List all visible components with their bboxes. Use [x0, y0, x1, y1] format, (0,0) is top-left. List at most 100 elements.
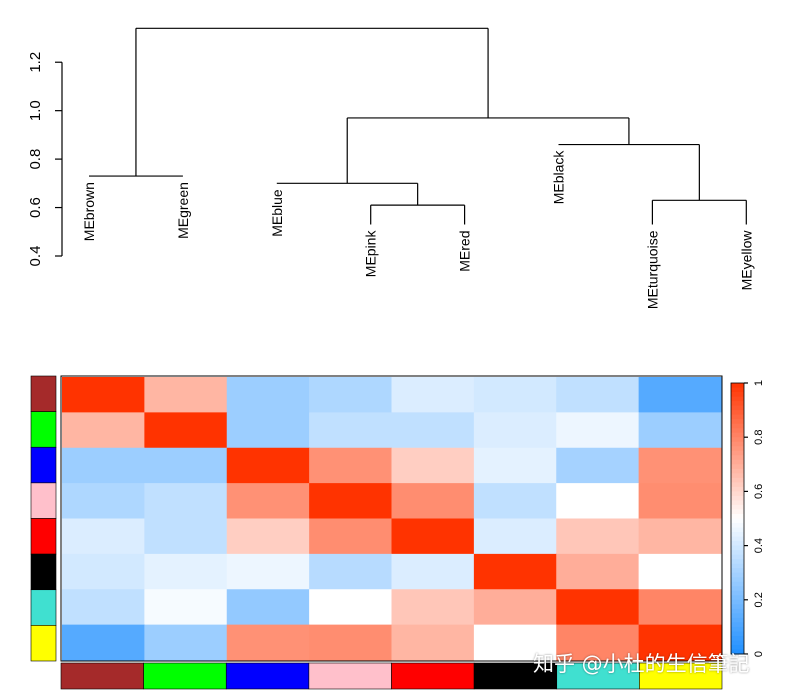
- colorbar-tick-label: 1: [753, 380, 765, 386]
- colorbar-segment: [731, 455, 744, 461]
- heatmap-cell: [309, 518, 392, 555]
- colorbar-segment: [731, 464, 744, 470]
- dendrogram-leaf-label: MEbrown: [81, 182, 97, 241]
- dendrogram-leaf-labels: MEbrown MEgreen MEblue MEpink MEred MEblack ME…: [81, 150, 754, 310]
- y-axis-tick-label: 1.2: [27, 52, 44, 73]
- heatmap-cell: [144, 377, 228, 413]
- heatmap-cell: [62, 447, 145, 484]
- heatmap-cell: [473, 589, 557, 626]
- colorbar-segment: [731, 617, 744, 623]
- heatmap-cell: [309, 412, 392, 449]
- colorbar-segment: [731, 473, 744, 479]
- dendrogram-tree: [89, 27, 747, 225]
- colorbar-tick-label: 0.2: [753, 592, 765, 607]
- colorbar-segment: [731, 450, 744, 456]
- colorbar-segment: [731, 401, 744, 407]
- colorbar-segment: [731, 590, 744, 596]
- dendrogram-y-axis: 0.4 0.6 0.8 1.0 1.2: [27, 52, 63, 267]
- colorbar-segment: [731, 649, 744, 655]
- heatmap-cell: [638, 518, 722, 555]
- colorbar-segment: [731, 446, 744, 452]
- colorbar-segment: [731, 559, 744, 565]
- colorbar-segment: [731, 432, 744, 438]
- colorbar-segment: [731, 482, 744, 488]
- heatmap-row-color-bar: [30, 375, 57, 662]
- heatmap-cell: [473, 553, 557, 590]
- dendrogram-leaf-label: MEyellow: [738, 230, 754, 291]
- heatmap-cell: [638, 589, 722, 626]
- column-color-swatch: [473, 662, 558, 690]
- heatmap-cell: [144, 589, 228, 626]
- y-axis-tick-label: 0.6: [27, 197, 44, 218]
- colorbar-segment: [731, 419, 744, 425]
- heatmap-cell: [556, 377, 640, 413]
- colorbar-segment: [731, 405, 744, 411]
- row-color-swatch: [30, 482, 57, 519]
- column-color-swatch: [225, 662, 310, 690]
- heatmap-cell: [391, 377, 475, 413]
- heatmap-cell: [144, 412, 228, 449]
- heatmap-cell: [638, 412, 722, 449]
- colorbar-segment: [731, 396, 744, 402]
- heatmap-cell: [556, 483, 640, 519]
- heatmap-cell: [62, 589, 145, 626]
- colorbar-segment: [731, 545, 744, 551]
- row-color-swatch: [30, 589, 57, 626]
- heatmap-cell: [309, 589, 392, 626]
- row-color-swatch: [30, 375, 57, 412]
- heatmap-cell: [309, 624, 392, 661]
- heatmap-cell: [309, 553, 392, 590]
- heatmap-cell: [62, 624, 145, 661]
- colorbar-segment: [731, 491, 744, 497]
- watermark: 知乎 @小杜的生信筆記: [533, 652, 750, 676]
- colorbar-segment: [731, 581, 744, 587]
- colorbar-segment: [731, 577, 744, 583]
- colorbar-segment: [731, 383, 744, 389]
- dendrogram-leaf-label: MEpink: [363, 230, 379, 278]
- column-color-swatch: [639, 662, 723, 690]
- heatmap-cell: [226, 589, 310, 626]
- heatmap-cell: [556, 412, 640, 449]
- heatmap-cell: [62, 483, 145, 519]
- dendrogram-leaf-label: MEblack: [551, 150, 567, 205]
- row-color-swatch: [30, 446, 57, 484]
- colorbar-segment: [731, 572, 744, 578]
- colorbar-segment: [731, 613, 744, 619]
- colorbar-tick-label: 0.4: [753, 538, 765, 553]
- colorbar-segment: [731, 410, 744, 416]
- colorbar-segment: [731, 423, 744, 429]
- heatmap-cell: [391, 483, 475, 519]
- colorbar-tick-label: 0: [753, 651, 765, 657]
- colorbar-segment: [731, 428, 744, 434]
- colorbar-segment: [731, 640, 744, 646]
- heatmap-cell: [473, 447, 557, 484]
- colorbar-segment: [731, 486, 744, 492]
- heatmap-cell: [556, 518, 640, 555]
- heatmap-border: [60, 375, 723, 662]
- colorbar-segment: [731, 536, 744, 542]
- y-axis-tick-label: 0.4: [27, 246, 44, 267]
- heatmap-cell: [391, 589, 475, 626]
- heatmap-cell: [556, 553, 640, 590]
- heatmap-cell: [226, 447, 310, 484]
- heatmap-cell: [638, 624, 722, 661]
- heatmap-cell: [638, 483, 722, 519]
- colorbar-segment: [731, 495, 744, 502]
- heatmap-cell: [62, 377, 145, 413]
- colorbar-segment: [731, 554, 744, 560]
- dendrogram-leaf-label: MEturquoise: [644, 230, 660, 309]
- heatmap-cell: [638, 447, 722, 484]
- heatmap-cell: [309, 447, 392, 484]
- colorbar-segment: [731, 414, 744, 420]
- heatmap-cells: [62, 377, 722, 661]
- colorbar-segment: [731, 604, 744, 610]
- heatmap-cell: [473, 377, 557, 413]
- heatmap-cell: [556, 589, 640, 626]
- colorbar-border: [730, 382, 745, 655]
- column-color-swatch: [391, 662, 475, 690]
- heatmap-cell: [144, 553, 228, 590]
- heatmap-cell: [309, 483, 392, 519]
- colorbar-segment: [731, 513, 744, 520]
- heatmap-cell: [638, 553, 722, 590]
- heatmap-cell: [391, 447, 475, 484]
